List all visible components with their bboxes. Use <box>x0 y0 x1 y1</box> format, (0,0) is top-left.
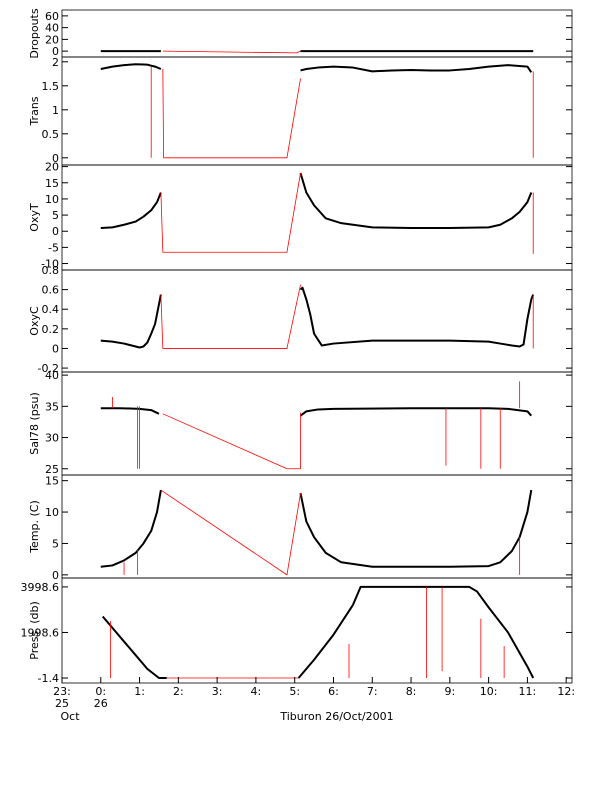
y-tick-label: 0.5 <box>42 128 60 141</box>
x-tick-label: 23: <box>53 685 71 698</box>
y-tick-label: 10 <box>45 506 59 519</box>
y-tick-label: 40 <box>45 369 59 382</box>
x-date-label: 25 <box>55 697 69 710</box>
y-tick-label: 30 <box>45 432 59 445</box>
x-tick-label: 5: <box>289 685 300 698</box>
y-tick-label: 0.4 <box>42 303 60 316</box>
x-tick-label: 0: <box>95 685 106 698</box>
data-line <box>100 286 535 349</box>
y-tick-label: -5 <box>48 241 59 254</box>
y-tick-label: 0.6 <box>42 284 60 297</box>
x-tick-label: 6: <box>328 685 339 698</box>
y-tick-label: -10 <box>41 258 59 271</box>
x-axis-label: Tiburon 26/Oct/2001 <box>279 710 393 723</box>
data-line <box>100 63 533 73</box>
panel-frame <box>61 474 573 579</box>
x-tick-label: 4: <box>251 685 262 698</box>
x-date-label: 26 <box>94 697 108 710</box>
y-axis-label: Press. (db) <box>28 601 41 660</box>
data-line <box>162 50 301 54</box>
x-tick-label: 9: <box>444 685 455 698</box>
x-tick-label: 7: <box>367 685 378 698</box>
y-tick-label: 10 <box>45 193 59 206</box>
data-line <box>110 586 505 679</box>
y-tick-label: 0 <box>52 45 59 58</box>
data-line <box>160 284 534 349</box>
y-tick-label: 0 <box>52 225 59 238</box>
y-tick-label: 15 <box>45 177 59 190</box>
data-line <box>112 381 521 470</box>
y-tick-label: 2 <box>52 56 59 69</box>
x-tick-label: 10: <box>480 685 498 698</box>
y-tick-label: 0 <box>52 342 59 355</box>
y-tick-label: 0.2 <box>42 323 60 336</box>
panel-frame <box>61 371 573 476</box>
x-tick-label: 11: <box>519 685 537 698</box>
x-tick-label: 12: <box>557 685 575 698</box>
y-tick-label: 1.5 <box>42 80 60 93</box>
panel-frame <box>61 9 573 58</box>
panel-frame <box>61 577 573 684</box>
y-tick-label: 1998.6 <box>21 626 60 639</box>
y-axis-label: OxyT <box>28 203 41 232</box>
x-month-label: Oct <box>60 710 80 723</box>
y-tick-label: 3998.6 <box>21 581 60 594</box>
y-tick-label: 0 <box>52 569 59 582</box>
y-tick-label: 60 <box>45 10 59 23</box>
data-line <box>100 172 533 229</box>
y-axis-label: Trans <box>28 96 41 126</box>
data-line <box>150 66 534 159</box>
y-tick-label: 20 <box>45 161 59 174</box>
y-axis-label: Sal78 (psu) <box>28 392 41 455</box>
y-tick-label: 0.8 <box>42 264 60 277</box>
y-tick-label: 5 <box>52 537 59 550</box>
panel-frame <box>61 269 573 373</box>
y-tick-label: 40 <box>45 22 59 35</box>
panel-frame <box>61 164 573 271</box>
panel-frame <box>61 56 573 166</box>
y-tick-label: -1.4 <box>38 672 59 685</box>
y-tick-label: 5 <box>52 209 59 222</box>
data-line <box>160 173 534 254</box>
y-tick-label: -0.2 <box>38 362 59 375</box>
x-tick-label: 3: <box>212 685 223 698</box>
x-tick-label: 2: <box>173 685 184 698</box>
y-axis-label: Dropouts <box>28 8 41 58</box>
x-tick-label: 8: <box>406 685 417 698</box>
y-tick-label: 1 <box>52 104 59 117</box>
y-tick-label: 35 <box>45 400 59 413</box>
y-axis-label: Temp. (C) <box>28 500 41 554</box>
y-tick-label: 25 <box>45 463 59 476</box>
y-tick-label: 15 <box>45 475 59 488</box>
y-tick-label: 0 <box>52 152 59 165</box>
x-tick-label: 1: <box>134 685 145 698</box>
data-line <box>101 585 535 680</box>
y-tick-label: 20 <box>45 33 59 46</box>
y-axis-label: OxyC <box>28 306 41 336</box>
data-line <box>100 489 533 568</box>
data-line <box>123 489 521 576</box>
